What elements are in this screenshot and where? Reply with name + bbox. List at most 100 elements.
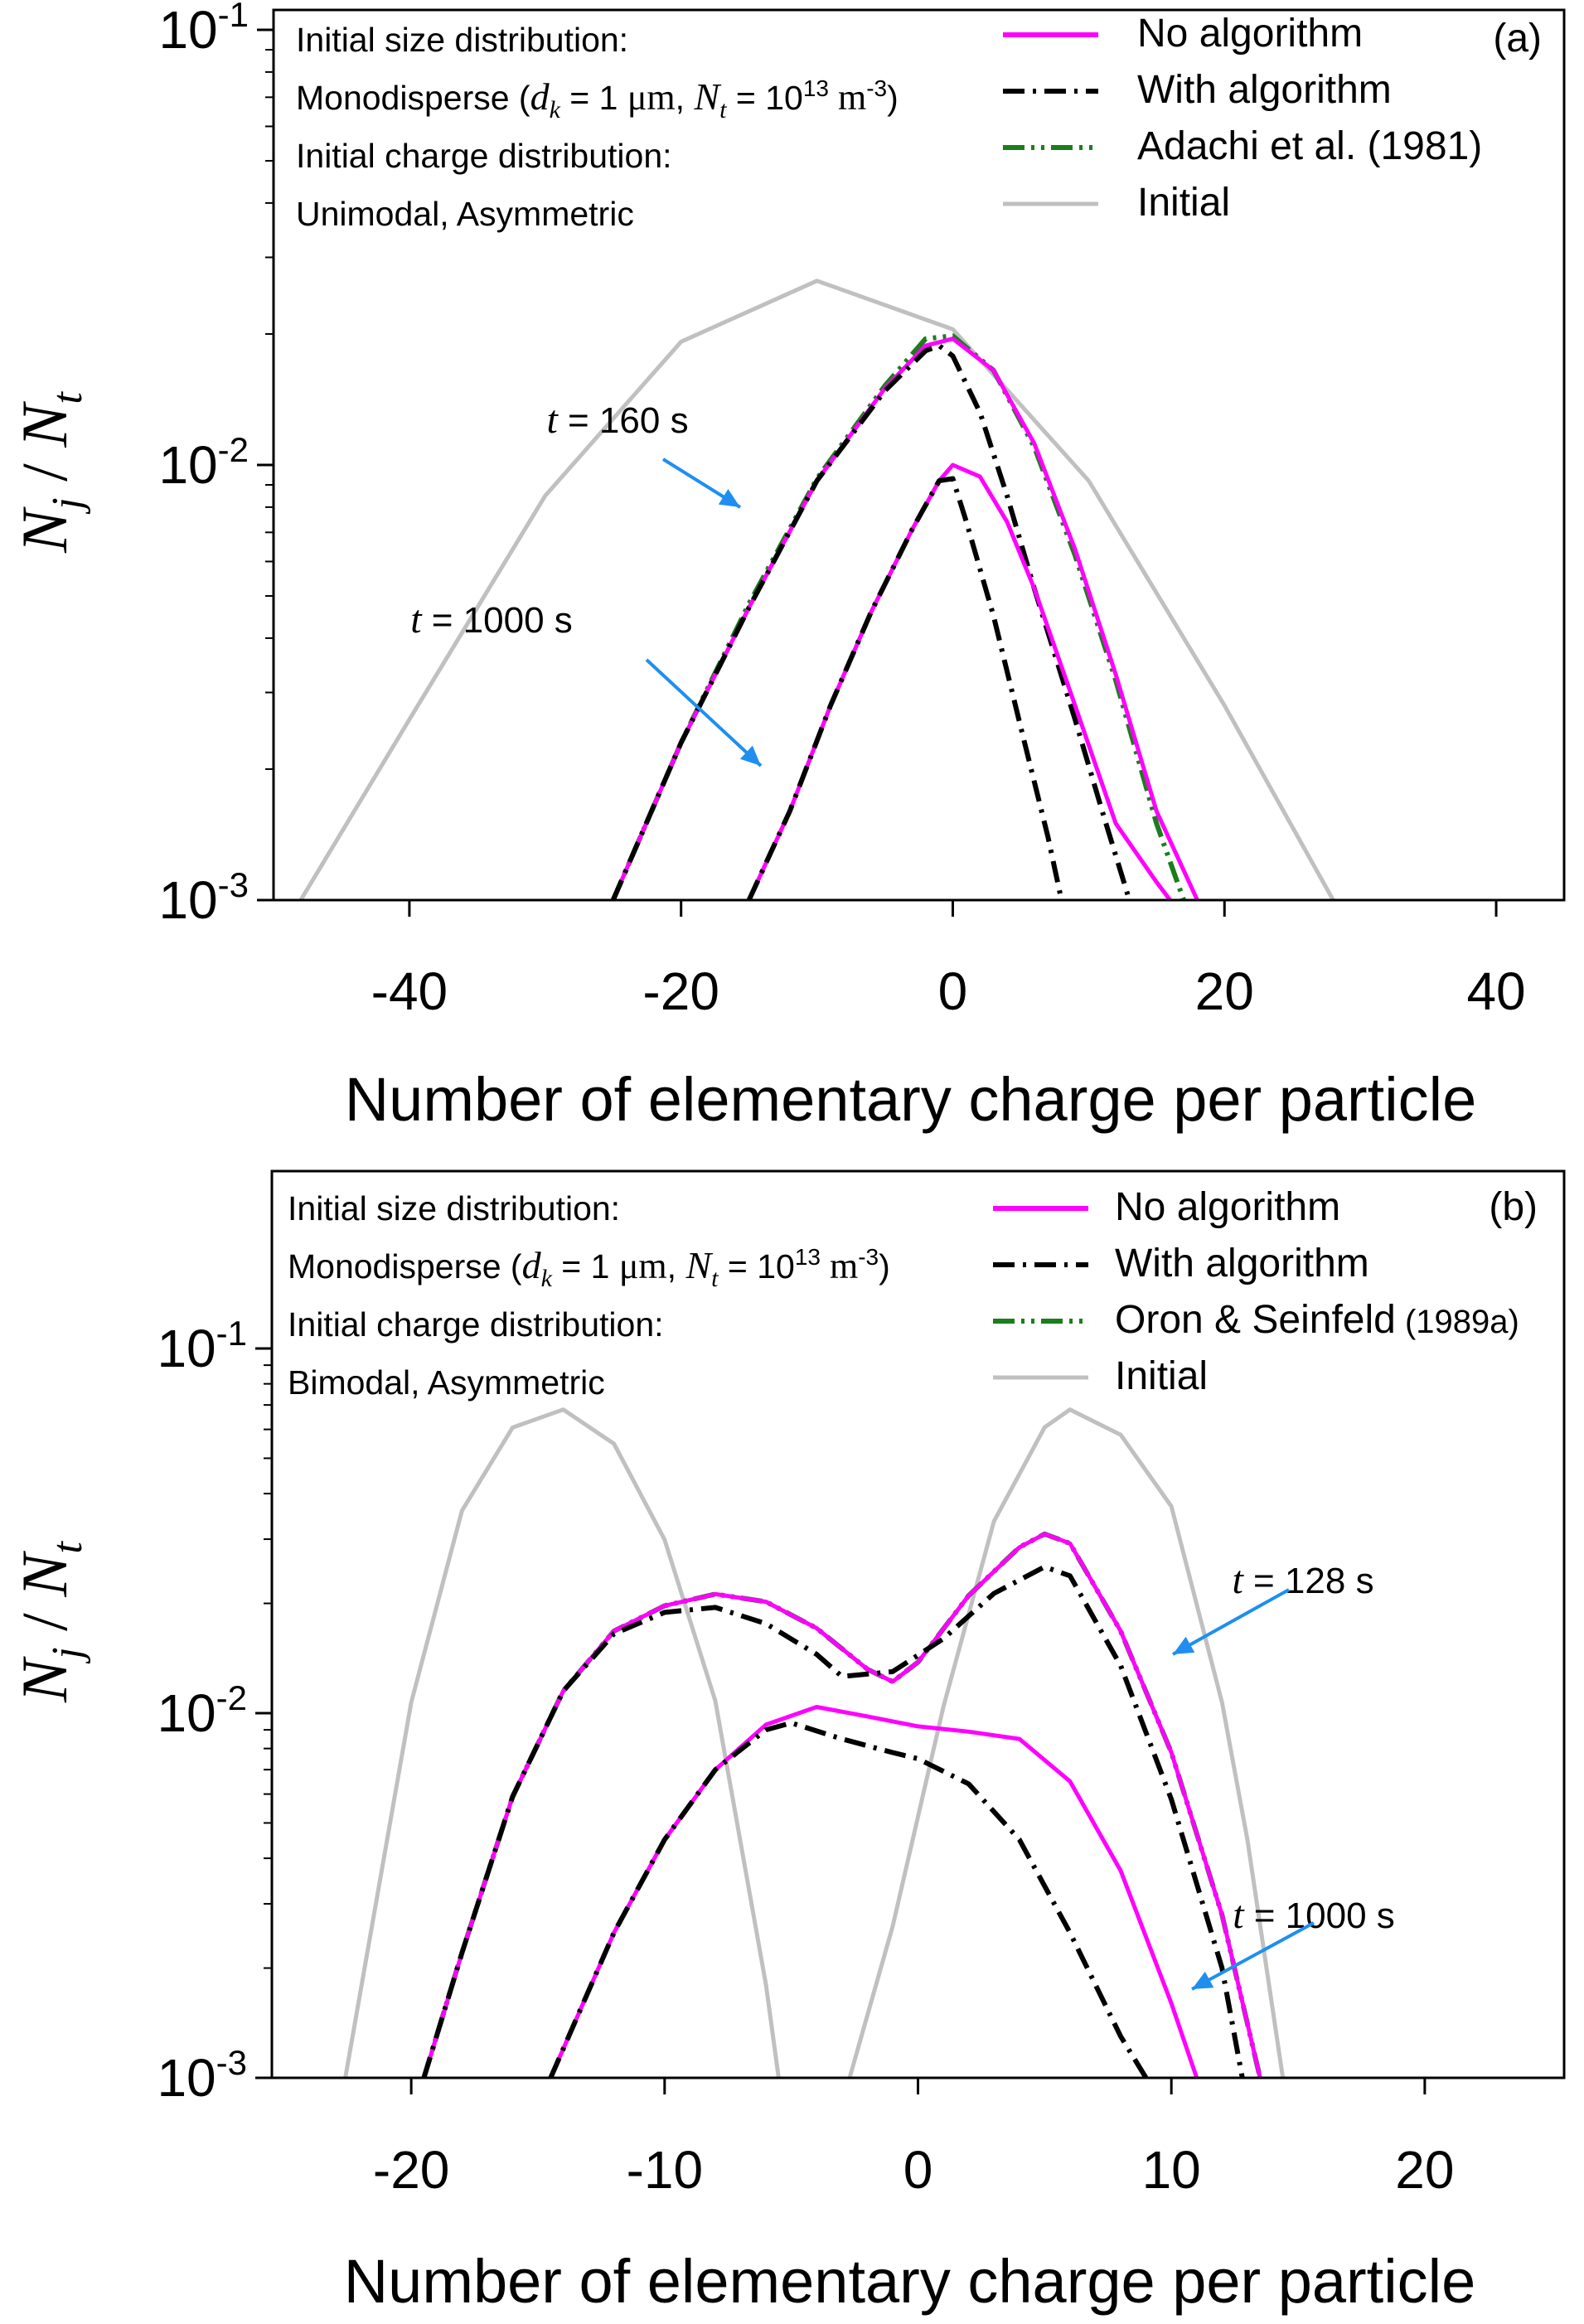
annotation-var: t — [546, 398, 559, 442]
info-dk-sub: k — [550, 96, 561, 123]
series-line-0 — [343, 1407, 781, 2078]
x-axis-label: Number of elementary charge per particle — [344, 2247, 1476, 2316]
info-dk-sub: k — [541, 1265, 553, 1292]
info-line: Unimodal, Asymmetric — [296, 195, 634, 233]
info-text: ) — [887, 79, 899, 117]
info-exp: -3 — [858, 1244, 879, 1270]
x-tick-label: 20 — [1395, 2140, 1454, 2200]
info-unit: m — [821, 1246, 858, 1286]
series-line-2 — [421, 1531, 1263, 2078]
x-tick-label: 0 — [938, 961, 968, 1021]
y-tick-base: 10 — [158, 870, 217, 930]
x-tick-label: -40 — [371, 961, 448, 1021]
y-label-sub: t — [44, 391, 91, 404]
info-text: = 1 — [560, 79, 627, 117]
series-line-3 — [422, 1532, 1262, 2078]
x-tick-label: -20 — [642, 961, 719, 1021]
legend-label: Initial — [1115, 1354, 1208, 1398]
info-text: Monodisperse ( — [288, 1247, 522, 1285]
info-line: Initial size distribution: — [288, 1189, 620, 1227]
annotation-label: t = 160 s — [546, 398, 688, 442]
series-line-5 — [549, 1705, 1199, 2078]
y-tick-base: 10 — [158, 435, 217, 495]
annotation-label: t = 128 s — [1232, 1558, 1373, 1602]
plot-frame — [272, 8, 1566, 902]
legend-label: Initial — [1137, 181, 1230, 225]
panel-label: (b) — [1489, 1185, 1538, 1229]
annotation-text: = 1000 s — [422, 600, 573, 641]
series-line-5 — [746, 476, 1064, 900]
x-axis-label: Number of elementary charge per particle — [345, 1065, 1477, 1134]
info-nt-sub: t — [711, 1265, 719, 1292]
panel-label: (a) — [1493, 17, 1542, 61]
legend-label: Oron & Seinfeld (1989a) — [1115, 1298, 1519, 1342]
y-label-n: N — [8, 506, 80, 554]
annotation-arrow-shaft — [1191, 1921, 1315, 1991]
info-unit: μm — [627, 77, 676, 118]
info-unit: m — [829, 77, 866, 118]
annotation-text: = 128 s — [1243, 1561, 1374, 1601]
y-tick-base: 10 — [157, 1319, 216, 1378]
annotation-var: t — [1232, 1558, 1244, 1602]
series-line-3 — [610, 343, 1132, 900]
y-label-n: N — [8, 401, 80, 448]
x-tick-label: -20 — [373, 2140, 450, 2200]
series-line-0 — [298, 278, 1335, 900]
info-text: , — [676, 79, 695, 117]
series-line-6 — [548, 1720, 1149, 2078]
info-text: = 10 — [726, 79, 802, 117]
y-axis-label: Nj / Nt — [8, 1541, 91, 1703]
y-tick-label: 10-3 — [157, 2043, 247, 2108]
y-tick-label: 10-1 — [157, 1314, 247, 1378]
y-tick-exp: -1 — [216, 1314, 247, 1353]
y-tick-label: 10-3 — [158, 865, 249, 930]
x-tick-label: 10 — [1142, 2140, 1201, 2200]
y-tick-base: 10 — [157, 2048, 216, 2108]
y-tick-exp: -1 — [218, 0, 249, 34]
annotation-arrow-head — [1173, 1636, 1195, 1654]
annotation-var: t — [1233, 1893, 1245, 1937]
y-tick-label: 10-2 — [157, 1678, 247, 1743]
info-text: Monodisperse ( — [296, 79, 530, 117]
y-tick-exp: -2 — [218, 430, 249, 469]
info-exp: 13 — [803, 75, 829, 101]
annotation-text: = 1000 s — [1244, 1896, 1395, 1936]
annotation-arrow-head — [718, 488, 740, 507]
info-nt-sub: t — [719, 96, 727, 123]
annotation-arrow-shaft — [645, 658, 763, 767]
info-line: Initial size distribution: — [296, 21, 628, 59]
info-exp: 13 — [795, 1244, 821, 1270]
annotation-arrow-shaft — [1172, 1588, 1290, 1656]
y-axis-label: Nj / Nt — [8, 391, 91, 554]
y-tick-exp: -3 — [218, 865, 249, 904]
legend-label-year: (1989a) — [1396, 1304, 1519, 1340]
annotation-label: t = 1000 s — [410, 598, 573, 642]
series-line-2 — [611, 336, 1199, 900]
y-label-sub: j — [44, 497, 91, 514]
info-unit: μm — [619, 1246, 667, 1286]
x-tick-label: 40 — [1466, 961, 1525, 1021]
y-tick-label: 10-1 — [158, 0, 249, 60]
info-nt: N — [685, 1244, 713, 1286]
info-text: = 1 — [552, 1247, 619, 1285]
x-tick-label: 0 — [903, 2140, 933, 2200]
info-exp: -3 — [866, 75, 887, 101]
legend-label: Adachi et al. (1981) — [1137, 124, 1482, 168]
y-tick-exp: -2 — [216, 1678, 247, 1717]
legend-label: With algorithm — [1137, 68, 1392, 112]
info-nt: N — [693, 75, 721, 118]
legend-label: No algorithm — [1115, 1185, 1340, 1229]
annotation-arrow-head — [739, 745, 761, 766]
y-label-slash: / — [8, 1597, 80, 1648]
y-label-slash: / — [8, 448, 80, 498]
x-tick-label: 20 — [1195, 961, 1254, 1021]
info-text: ) — [879, 1247, 890, 1285]
info-line: Monodisperse (dk = 1 μm, Nt = 1013 m-3) — [296, 75, 899, 123]
info-line: Initial charge distribution: — [296, 137, 672, 175]
y-label-n: N — [8, 1551, 80, 1598]
info-dk: d — [530, 75, 550, 118]
plot-curves — [298, 278, 1335, 900]
info-line: Bimodal, Asymmetric — [288, 1363, 605, 1402]
